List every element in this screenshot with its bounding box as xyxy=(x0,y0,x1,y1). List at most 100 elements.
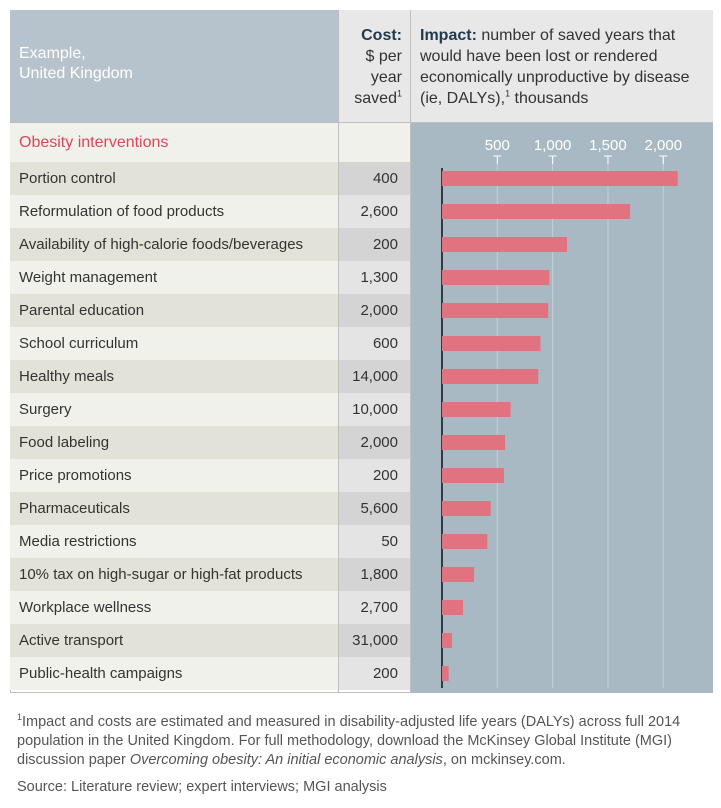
row-cost-cell: 2,600 xyxy=(339,195,410,228)
column-divider xyxy=(410,10,411,693)
bar xyxy=(442,270,550,285)
row-label: Healthy meals xyxy=(19,368,115,385)
row-cost: 5,600 xyxy=(360,500,398,517)
bar xyxy=(442,600,464,615)
row-cost-cell: 600 xyxy=(339,327,410,360)
header-cost-cell: Cost: $ per year saved1 xyxy=(339,10,410,122)
row-label-cell: Healthy meals xyxy=(10,360,338,393)
section-cost-blank xyxy=(339,123,410,162)
row-cost-cell: 2,700 xyxy=(339,591,410,624)
row-cost-cell: 400 xyxy=(339,162,410,195)
row-cost-cell: 2,000 xyxy=(339,426,410,459)
row-cost: 400 xyxy=(372,170,398,187)
row-cost: 2,000 xyxy=(360,434,398,451)
row-label: Reformulation of food products xyxy=(19,203,225,220)
row-label-cell: Pharmaceuticals xyxy=(10,492,338,525)
row-label-cell: School curriculum xyxy=(10,327,338,360)
header-example: Example, United Kingdom xyxy=(19,44,239,84)
row-cost-cell: 5,600 xyxy=(339,492,410,525)
row-cost: 1,800 xyxy=(360,566,398,583)
row-label: Food labeling xyxy=(19,434,110,451)
row-cost: 200 xyxy=(372,236,398,253)
row-cost: 2,000 xyxy=(360,302,398,319)
row-label-cell: Workplace wellness xyxy=(10,591,338,624)
bar xyxy=(442,204,631,219)
row-cost-cell: 200 xyxy=(339,657,410,690)
row-cost: 50 xyxy=(381,533,398,550)
impact-bar-chart: 500 1,000 1,500 2,000 xyxy=(411,123,713,693)
tick-label: 1,000 xyxy=(534,137,572,154)
footnote-text-end: , on mckinsey.com. xyxy=(442,752,566,768)
row-label-cell: Food labeling xyxy=(10,426,338,459)
bar xyxy=(442,666,449,681)
header-cost-title: Cost: xyxy=(361,27,402,44)
row-cost-cell: 1,300 xyxy=(339,261,410,294)
section-title-row: Obesity interventions xyxy=(10,123,338,162)
row-label-cell: Availability of high-calorie foods/bever… xyxy=(10,228,338,261)
bar xyxy=(442,336,541,351)
bar xyxy=(442,369,539,384)
row-cost-cell: 14,000 xyxy=(339,360,410,393)
bar xyxy=(442,501,491,516)
bar xyxy=(442,303,549,318)
footnote-mark: 1 xyxy=(17,712,23,723)
header-cost-footnote-mark: 1 xyxy=(396,88,402,99)
row-cost: 1,300 xyxy=(360,269,398,286)
header-example-line1: Example, xyxy=(19,45,86,62)
row-label-cell: Price promotions xyxy=(10,459,338,492)
row-cost-cell: 200 xyxy=(339,459,410,492)
row-cost: 31,000 xyxy=(352,632,398,649)
row-cost-cell: 50 xyxy=(339,525,410,558)
row-label-cell: Parental education xyxy=(10,294,338,327)
row-cost: 200 xyxy=(372,665,398,682)
header-impact-cell: Impact: number of saved years that would… xyxy=(411,10,713,122)
row-label: Surgery xyxy=(19,401,72,418)
section-title: Obesity interventions xyxy=(19,134,169,151)
row-label: Workplace wellness xyxy=(19,599,152,616)
bar xyxy=(442,468,504,483)
header-impact-footnote-mark: 1 xyxy=(505,88,511,99)
row-label-cell: Portion control xyxy=(10,162,338,195)
source-note: Source: Literature review; expert interv… xyxy=(17,779,387,795)
row-cost: 2,700 xyxy=(360,599,398,616)
bar xyxy=(442,171,678,186)
row-cost: 10,000 xyxy=(352,401,398,418)
row-label: Parental education xyxy=(19,302,145,319)
row-cost-cell: 2,000 xyxy=(339,294,410,327)
row-label-cell: Media restrictions xyxy=(10,525,338,558)
row-cost-cell: 200 xyxy=(339,228,410,261)
header-divider xyxy=(10,122,713,123)
row-label: 10% tax on high-sugar or high-fat produc… xyxy=(19,566,303,583)
row-cost: 200 xyxy=(372,467,398,484)
row-cost-cell: 10,000 xyxy=(339,393,410,426)
column-divider xyxy=(338,10,339,693)
header-cost-line2: $ per xyxy=(365,48,402,65)
row-label-cell: Active transport xyxy=(10,624,338,657)
row-cost-cell: 1,800 xyxy=(339,558,410,591)
row-label-cell: Reformulation of food products xyxy=(10,195,338,228)
row-label-cell: 10% tax on high-sugar or high-fat produc… xyxy=(10,558,338,591)
bar xyxy=(442,402,511,417)
row-label-cell: Public-health campaigns xyxy=(10,657,338,690)
header-example-cell: Example, United Kingdom xyxy=(10,10,338,122)
header-impact: Impact: number of saved years that would… xyxy=(420,25,705,109)
bar xyxy=(442,633,452,648)
bar xyxy=(442,534,488,549)
row-cost: 2,600 xyxy=(360,203,398,220)
bar xyxy=(442,237,568,252)
row-label: Active transport xyxy=(19,632,124,649)
footnote-text: Impact and costs are estimated and measu… xyxy=(17,714,681,768)
row-label-cell: Weight management xyxy=(10,261,338,294)
footnote: 1Impact and costs are estimated and meas… xyxy=(17,713,717,770)
bar xyxy=(442,567,475,582)
row-label: Availability of high-calorie foods/bever… xyxy=(19,236,304,253)
row-cost: 14,000 xyxy=(352,368,398,385)
row-label: Weight management xyxy=(19,269,158,286)
header-cost-line3: year xyxy=(370,69,402,86)
row-label-cell: Surgery xyxy=(10,393,338,426)
row-label: Price promotions xyxy=(19,467,132,484)
header-example-line2: United Kingdom xyxy=(19,65,133,82)
row-label: Pharmaceuticals xyxy=(19,500,130,517)
row-label: Portion control xyxy=(19,170,116,187)
header-cost-line4: saved xyxy=(354,90,397,107)
